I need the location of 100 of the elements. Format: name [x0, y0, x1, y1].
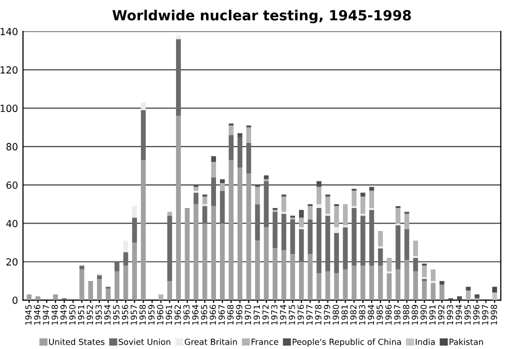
bar [422, 266, 427, 278]
x-tick-label: 1969 [236, 304, 242, 325]
legend-label: India [416, 338, 435, 345]
bar [132, 206, 137, 218]
x-tick-label: 1945 [25, 305, 32, 325]
x-tick-label: 1980 [332, 304, 339, 325]
x-tick-label: 1962 [174, 305, 181, 325]
bar [36, 296, 40, 300]
bar [202, 196, 208, 204]
bar [211, 162, 216, 178]
bar [369, 266, 374, 300]
bar [158, 294, 164, 300]
x-tick-label: 1953 [96, 304, 102, 325]
y-tick-label: 40 [6, 220, 18, 228]
bar [194, 192, 198, 204]
bar [228, 125, 234, 136]
bar [246, 173, 252, 300]
bar [386, 258, 392, 272]
x-tick-label: 1977 [306, 305, 313, 325]
bar [228, 135, 234, 160]
bar [123, 240, 128, 252]
x-tick-label: 1976 [298, 304, 304, 325]
bar [325, 196, 330, 214]
bar [53, 294, 58, 300]
x-tick-label: 1993 [446, 304, 454, 325]
bar [308, 254, 313, 300]
bar [396, 269, 400, 300]
bar [466, 286, 471, 291]
bar [238, 133, 242, 137]
bar [352, 266, 357, 300]
bar [79, 269, 84, 300]
legend-label: Great Britain [184, 338, 237, 345]
x-tick-label: 1950 [69, 304, 76, 325]
bar [281, 214, 286, 250]
bar [413, 271, 418, 300]
bar [211, 156, 216, 162]
bar [492, 292, 498, 300]
x-tick-label: 1998 [490, 304, 498, 325]
bar [255, 240, 260, 300]
bar [430, 269, 436, 281]
bar [396, 208, 400, 224]
bar [96, 275, 102, 280]
bar [220, 183, 225, 191]
bar [404, 229, 410, 260]
bar [220, 223, 225, 300]
bar [290, 220, 296, 254]
x-tick-label: 1992 [438, 305, 444, 325]
legend-label: Pakistan [450, 338, 483, 345]
bar [325, 216, 330, 272]
chart-title: Worldwide nuclear testing, 1945-1998 [112, 10, 411, 24]
y-tick-label: 60 [6, 181, 18, 189]
bar [334, 273, 339, 300]
legend-label: France [252, 338, 278, 345]
bar [272, 212, 278, 248]
bar [281, 196, 286, 212]
bar [369, 190, 374, 208]
x-tick-label: 1961 [166, 305, 172, 325]
bar [176, 39, 181, 116]
x-tick-label: 1956 [122, 304, 128, 325]
bar [316, 204, 322, 208]
x-tick-label: 1987 [394, 305, 400, 325]
bar [194, 186, 198, 191]
bar [308, 220, 313, 254]
x-tick-label: 1947 [42, 305, 50, 325]
legend-label: United States [49, 338, 104, 345]
bar [342, 227, 348, 270]
bar [255, 204, 260, 241]
x-tick-label: 1960 [157, 304, 164, 325]
bar [378, 266, 383, 300]
x-tick-label: 1975 [288, 305, 296, 325]
bar [281, 250, 286, 300]
bar [228, 160, 234, 300]
bar [369, 210, 374, 266]
x-tick-label: 1991 [429, 305, 436, 325]
bar [167, 216, 172, 281]
x-tick-label: 1971 [254, 305, 260, 325]
y-tick-label: 120 [0, 66, 18, 74]
x-tick-label: 1966 [210, 304, 216, 325]
bar [298, 210, 304, 218]
x-tick-label: 1983 [359, 304, 366, 325]
x-tick-label: 1986 [385, 304, 392, 325]
bar [88, 280, 94, 300]
x-tick-label: 1963 [183, 304, 190, 325]
x-tick-label: 1996 [473, 304, 480, 325]
bar [404, 260, 410, 300]
x-tick-label: 1957 [130, 305, 137, 325]
x-tick-label: 1981 [341, 305, 348, 325]
bar [202, 206, 208, 224]
x-tick-label: 1978 [315, 304, 322, 325]
x-tick-label: 1964 [192, 304, 198, 325]
bar [334, 232, 339, 274]
bar [466, 290, 471, 300]
x-tick-label: 1988 [402, 304, 410, 325]
bar [378, 231, 383, 246]
bar [352, 190, 357, 206]
x-tick-label: 1973 [271, 304, 278, 325]
bar [316, 273, 322, 300]
bar [26, 294, 32, 300]
x-tick-label: 1984 [368, 304, 374, 325]
bar [246, 142, 252, 174]
